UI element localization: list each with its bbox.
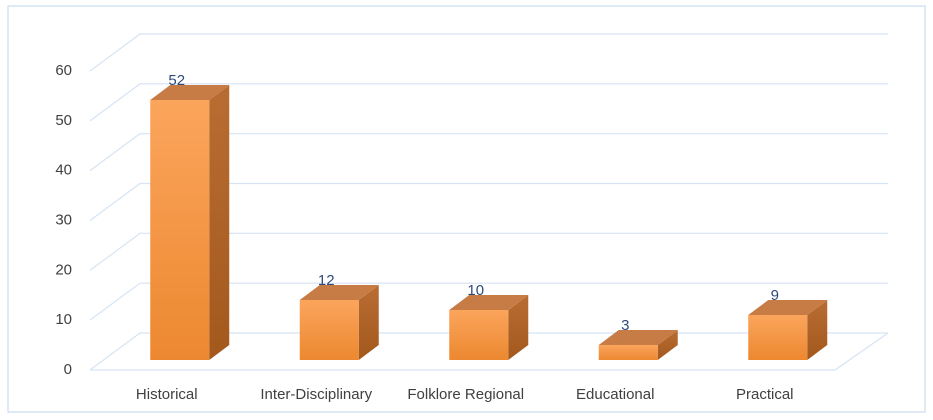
x-tick-label: Educational bbox=[576, 386, 654, 403]
value-label: 12 bbox=[318, 272, 335, 289]
bar bbox=[150, 100, 210, 360]
value-label: 9 bbox=[771, 287, 779, 304]
y-tick-label: 30 bbox=[55, 211, 72, 228]
bar-side bbox=[358, 285, 379, 360]
bar-top bbox=[748, 300, 828, 315]
grid-line bbox=[89, 83, 888, 122]
grid-line bbox=[89, 182, 888, 221]
x-tick-label: Folklore Regional bbox=[407, 386, 524, 403]
grid-line bbox=[89, 282, 888, 321]
bar-top bbox=[598, 330, 678, 345]
bar bbox=[449, 310, 509, 360]
value-label: 10 bbox=[467, 282, 484, 299]
chart-border bbox=[7, 5, 926, 413]
bar-top bbox=[449, 295, 529, 310]
bar bbox=[598, 345, 658, 360]
x-tick-label: Inter-Disciplinary bbox=[260, 386, 372, 403]
bar-side bbox=[508, 295, 529, 360]
bar-side bbox=[209, 85, 230, 360]
bar-top bbox=[150, 85, 230, 100]
bar-side bbox=[807, 300, 828, 360]
grid-line bbox=[89, 232, 888, 271]
value-label: 52 bbox=[168, 72, 185, 89]
x-tick-label: Historical bbox=[136, 386, 198, 403]
y-tick-label: 60 bbox=[55, 62, 72, 79]
bar-top bbox=[299, 285, 379, 300]
bar-side bbox=[657, 330, 678, 360]
value-label: 3 bbox=[621, 317, 629, 334]
y-tick-label: 20 bbox=[55, 261, 72, 278]
grid-line bbox=[89, 33, 888, 72]
x-tick-label: Practical bbox=[736, 386, 794, 403]
floor-edge bbox=[834, 332, 889, 371]
y-tick-label: 50 bbox=[55, 112, 72, 129]
bar bbox=[748, 315, 808, 360]
y-tick-label: 40 bbox=[55, 162, 72, 179]
grid-line bbox=[89, 133, 888, 172]
y-tick-label: 10 bbox=[55, 311, 72, 328]
bar bbox=[299, 300, 359, 360]
y-tick-label: 0 bbox=[64, 361, 72, 378]
